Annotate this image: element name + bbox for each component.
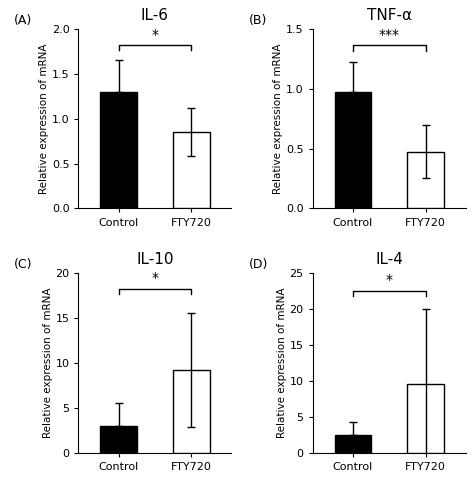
Title: IL-4: IL-4 [375, 252, 403, 267]
Y-axis label: Relative expression of mRNA: Relative expression of mRNA [277, 288, 287, 438]
Bar [100, 426, 137, 453]
Bar [335, 92, 371, 208]
Y-axis label: Relative expression of mRNA: Relative expression of mRNA [273, 43, 283, 194]
Y-axis label: Relative expression of mRNA: Relative expression of mRNA [43, 288, 53, 438]
Bar [335, 435, 371, 453]
Bar [407, 152, 444, 208]
Text: ***: *** [379, 28, 400, 42]
Text: (C): (C) [14, 258, 33, 272]
Text: *: * [386, 273, 392, 287]
Bar [407, 384, 444, 453]
Text: (A): (A) [14, 14, 32, 27]
Bar [173, 370, 210, 453]
Y-axis label: Relative expression of mRNA: Relative expression of mRNA [39, 43, 49, 194]
Text: (B): (B) [248, 14, 267, 27]
Text: (D): (D) [248, 258, 268, 272]
Bar [100, 92, 137, 208]
Title: IL-10: IL-10 [136, 252, 173, 267]
Title: TNF-α: TNF-α [366, 8, 412, 24]
Title: IL-6: IL-6 [141, 8, 169, 24]
Text: *: * [152, 271, 158, 286]
Text: *: * [152, 28, 158, 42]
Bar [173, 132, 210, 208]
